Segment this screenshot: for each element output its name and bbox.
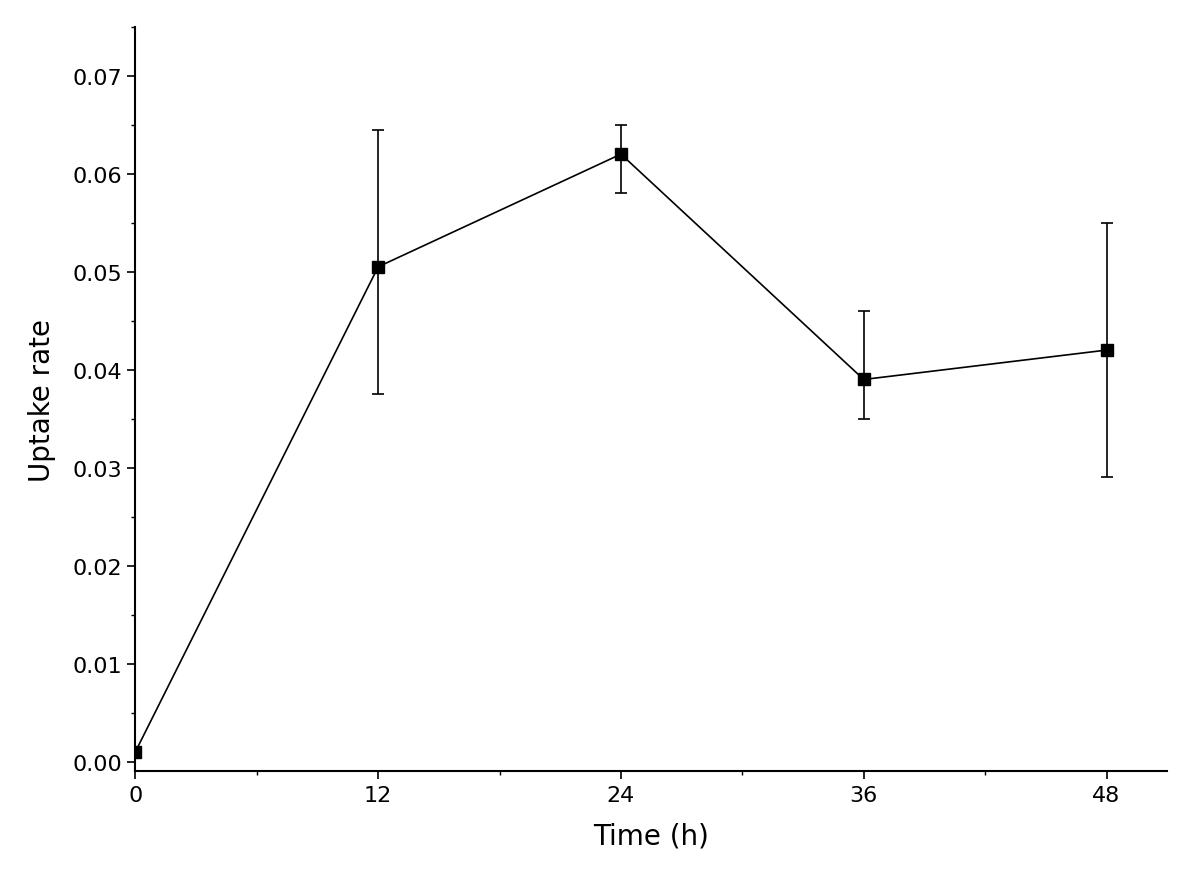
Y-axis label: Uptake rate: Uptake rate [27, 318, 56, 481]
X-axis label: Time (h): Time (h) [594, 821, 710, 849]
